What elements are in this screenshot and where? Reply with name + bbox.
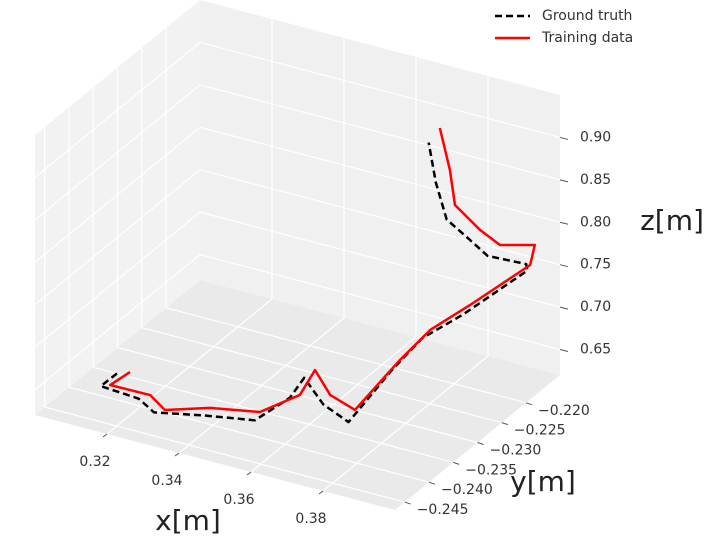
z-tick-label: 0.75 bbox=[580, 257, 611, 273]
grid-line bbox=[34, 211, 201, 348]
z-tick bbox=[559, 221, 569, 225]
grid-line bbox=[93, 366, 454, 463]
grid-line bbox=[141, 327, 502, 424]
z-tick-label: 0.65 bbox=[580, 342, 611, 358]
z-tick bbox=[559, 264, 569, 268]
plot-area: 0.32 0.34 0.36 0.38 −0.245 −0.240 −0.235 −0.230… bbox=[34, 0, 633, 527]
legend-label: Training data bbox=[541, 30, 633, 46]
z-tick bbox=[559, 306, 569, 310]
y-tick bbox=[428, 481, 436, 485]
y-tick-label: −0.225 bbox=[514, 423, 566, 439]
x-tick bbox=[174, 452, 180, 457]
y-tick bbox=[525, 402, 533, 406]
grid-line bbox=[34, 169, 201, 306]
grid-line bbox=[199, 84, 561, 181]
grid-line bbox=[68, 386, 430, 483]
x-tick-label: 0.38 bbox=[295, 511, 326, 527]
y-tick-label: −0.230 bbox=[490, 443, 542, 459]
grid-line bbox=[34, 41, 201, 178]
legend-label: Ground truth bbox=[542, 8, 632, 24]
z-tick-label: 0.90 bbox=[580, 129, 611, 145]
y-axis-label: y[m] bbox=[510, 465, 576, 498]
x-tick-label: 0.36 bbox=[223, 492, 254, 508]
z-tick-label: 0.80 bbox=[580, 214, 611, 230]
x-tick bbox=[246, 471, 252, 476]
z-tick bbox=[559, 179, 569, 183]
z-tick-label: 0.70 bbox=[580, 299, 611, 315]
grid-line bbox=[199, 126, 561, 223]
y-tick-label: −0.240 bbox=[441, 482, 493, 498]
grid-line bbox=[34, 126, 201, 263]
grid-line bbox=[34, 254, 201, 391]
y-tick bbox=[477, 442, 484, 445]
x-tick bbox=[102, 433, 108, 438]
x-tick-label: 0.32 bbox=[79, 454, 110, 470]
grid-line bbox=[199, 253, 561, 351]
grid-line bbox=[199, 211, 561, 308]
y-tick bbox=[453, 461, 460, 465]
y-tick-label: −0.245 bbox=[417, 502, 469, 518]
z-tick bbox=[559, 349, 569, 353]
x-tick-label: 0.34 bbox=[151, 473, 182, 489]
y-tick bbox=[404, 501, 411, 505]
grid-line bbox=[165, 307, 527, 404]
pane-back bbox=[200, 0, 560, 375]
z-tick-label: 0.85 bbox=[580, 172, 611, 188]
y-tick bbox=[501, 422, 508, 426]
x-tick bbox=[318, 490, 324, 495]
trajectory bbox=[99, 142, 529, 424]
y-tick-label: −0.235 bbox=[465, 462, 517, 478]
trajectory bbox=[108, 127, 537, 414]
y-tick-label: −0.220 bbox=[538, 403, 590, 419]
z-axis-label: z[m] bbox=[640, 204, 704, 237]
x-axis-label: x[m] bbox=[155, 504, 221, 537]
grid-line bbox=[199, 169, 561, 266]
grid-line bbox=[199, 41, 561, 139]
grid-line bbox=[44, 406, 405, 503]
z-tick bbox=[559, 136, 569, 140]
grid-line bbox=[34, 84, 201, 221]
